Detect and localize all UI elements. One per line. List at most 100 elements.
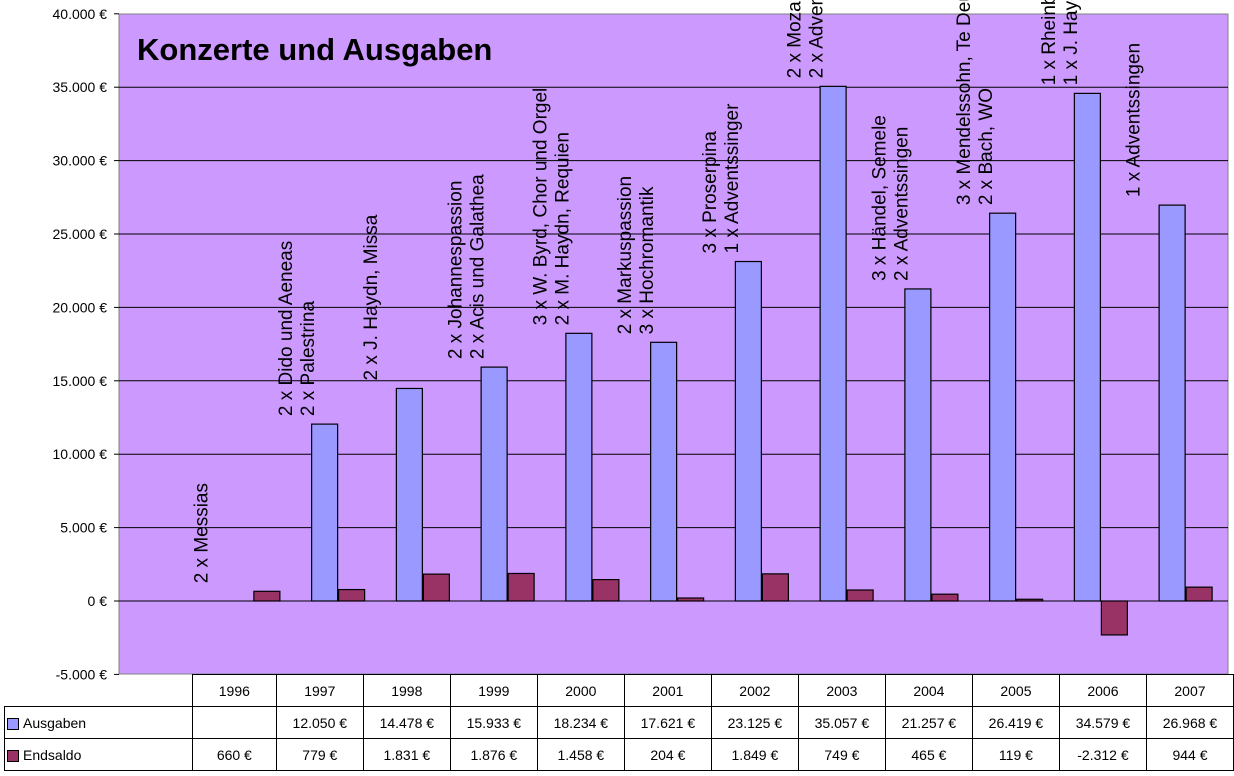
table-year-1997: 1997 <box>275 674 364 707</box>
bar-ausgaben-2005 <box>989 212 1017 602</box>
table-year-2007: 2007 <box>1145 674 1234 707</box>
annotation-2006-1: 1 x J. Haydn, Stabat Mater <box>1061 0 1082 85</box>
annotation-1998-0: 2 x J. Haydn, Missa <box>361 214 382 380</box>
bar-endsaldo-1999 <box>507 572 535 602</box>
table-cell-ausgaben-1999: 15.933 € <box>449 706 538 739</box>
table-year-2000: 2000 <box>536 674 625 707</box>
annotation-1997-0: 2 x Dido und Aeneas <box>276 241 297 416</box>
bar-endsaldo-2002 <box>761 573 789 602</box>
data-table: 1996 1997 1998 1999 2000 2001 2002 2003 2004 2005… <box>4 674 1234 771</box>
table-cell-ausgaben-1996 <box>191 706 277 739</box>
y-tick-label: 5.000 € <box>60 520 107 536</box>
annotation-2002-0: 3 x Proserpina <box>700 131 721 254</box>
ausgaben-legend-key <box>7 717 19 730</box>
bars <box>253 85 1213 636</box>
bar-ausgaben-1998 <box>395 387 423 602</box>
table-year-1996: 1996 <box>191 674 277 707</box>
table-cell-endsaldo-1996: 660 € <box>191 738 277 771</box>
table-cell-ausgaben-2002: 23.125 € <box>710 706 799 739</box>
chart-title: Konzerte und Ausgaben <box>137 32 492 67</box>
annotation-2007-0: 1 x Adventssingen <box>1124 43 1145 197</box>
bar-endsaldo-2001 <box>677 597 705 602</box>
table-cell-ausgaben-1998: 14.478 € <box>362 706 451 739</box>
y-tick-label: 20.000 € <box>53 299 108 315</box>
table-cell-ausgaben-2000: 18.234 € <box>536 706 625 739</box>
table-cell-endsaldo-2000: 1.458 € <box>536 738 625 771</box>
annotation-2001-0: 2 x Markuspassion <box>615 176 636 334</box>
table-cell-endsaldo-2003: 749 € <box>797 738 886 771</box>
bar-ausgaben-2003 <box>819 85 847 602</box>
endsaldo-legend-label: Endsaldo <box>23 746 82 763</box>
annotation-1996-0: 2 x Messias <box>191 483 212 583</box>
table-cell-endsaldo-1999: 1.876 € <box>449 738 538 771</box>
y-tick-label: 40.000 € <box>53 6 108 22</box>
annotation-2003-1: 2 x Adventssingen <box>807 0 828 78</box>
data-table-row-ausgaben: Ausgaben 12.050 €14.478 €15.933 €18.234 … <box>4 706 1234 739</box>
table-cell-ausgaben-2004: 21.257 € <box>884 706 973 739</box>
annotation-2000-0: 3 x W. Byrd, Chor und Orgel <box>530 88 551 326</box>
annotation-2001-1: 3 x Hochromantik <box>637 186 658 334</box>
data-table-corner <box>4 674 193 707</box>
table-cell-ausgaben-1997: 12.050 € <box>275 706 364 739</box>
annotation-2004-0: 3 x Händel, Semele <box>869 115 890 281</box>
bar-ausgaben-1997 <box>311 423 339 602</box>
bar-endsaldo-2000 <box>592 578 620 602</box>
ausgaben-legend-label: Ausgaben <box>23 714 87 731</box>
table-cell-endsaldo-2007: 944 € <box>1145 738 1234 771</box>
table-year-1999: 1999 <box>449 674 538 707</box>
y-tick-label: 35.000 € <box>53 79 108 95</box>
table-cell-ausgaben-2007: 26.968 € <box>1145 706 1234 739</box>
endsaldo-legend-key <box>7 749 19 762</box>
y-axis: -5.000 €0 €5.000 €10.000 €15.000 €20.000… <box>53 6 119 682</box>
annotation-1997-1: 2 x Palestrina <box>298 301 319 417</box>
table-year-2003: 2003 <box>797 674 886 707</box>
bar-endsaldo-2003 <box>846 589 874 602</box>
bar-ausgaben-2007 <box>1158 204 1186 602</box>
bar-endsaldo-2005 <box>1016 598 1044 602</box>
table-cell-ausgaben-2001: 17.621 € <box>623 706 712 739</box>
table-cell-endsaldo-2006: -2.312 € <box>1058 738 1147 771</box>
y-tick-label: 25.000 € <box>53 226 108 242</box>
bar-ausgaben-2004 <box>904 288 932 602</box>
bar-endsaldo-1996 <box>253 590 281 602</box>
annotation-2005-0: 3 x Mendelssohn, Te Deum <box>954 0 975 205</box>
table-year-2006: 2006 <box>1058 674 1147 707</box>
bar-ausgaben-2002 <box>734 260 762 602</box>
table-year-2001: 2001 <box>623 674 712 707</box>
bar-endsaldo-1997 <box>338 588 366 602</box>
annotation-2002-1: 1 x Adventssinger <box>722 103 743 254</box>
bar-ausgaben-1999 <box>480 366 508 602</box>
table-cell-ausgaben-2005: 26.419 € <box>971 706 1060 739</box>
table-cell-endsaldo-2002: 1.849 € <box>710 738 799 771</box>
table-cell-endsaldo-1998: 1.831 € <box>362 738 451 771</box>
annotation-2003-0: 2 x Mozart, Litaneien <box>785 0 806 78</box>
bar-ausgaben-2000 <box>565 332 593 602</box>
bar-endsaldo-1998 <box>422 573 450 602</box>
bar-ausgaben-2001 <box>650 341 678 602</box>
bar-endsaldo-2006 <box>1100 600 1128 636</box>
annotations: 2 x Messias 2 x Dido und Aeneas 2 x Palest… <box>191 0 1144 583</box>
table-cell-ausgaben-2003: 35.057 € <box>797 706 886 739</box>
annotation-2000-1: 2 x M. Haydn, Requien <box>552 132 573 325</box>
bar-endsaldo-2004 <box>931 593 959 602</box>
table-cell-endsaldo-2005: 119 € <box>971 738 1060 771</box>
table-year-1998: 1998 <box>362 674 451 707</box>
table-cell-endsaldo-2001: 204 € <box>623 738 712 771</box>
annotation-2004-1: 2 x Adventssingen <box>891 127 912 281</box>
legend-entry-ausgaben: Ausgaben <box>4 706 193 739</box>
table-cell-endsaldo-1997: 779 € <box>275 738 364 771</box>
y-tick-label: 10.000 € <box>53 446 108 462</box>
annotation-2005-1: 2 x Bach, WO <box>976 88 997 205</box>
annotation-1999-0: 2 x Johannespassion <box>446 181 467 360</box>
data-table-row-endsaldo: Endsaldo 660 €779 €1.831 €1.876 €1.458 €… <box>4 738 1234 771</box>
y-tick-label: 15.000 € <box>53 373 108 389</box>
y-tick-label: 0 € <box>88 593 108 609</box>
table-cell-endsaldo-2004: 465 € <box>884 738 973 771</box>
y-tick-label: 30.000 € <box>53 153 108 169</box>
bar-endsaldo-2007 <box>1185 586 1213 602</box>
annotation-1999-1: 2 x Acis und Galathea <box>468 174 489 359</box>
table-year-2004: 2004 <box>884 674 973 707</box>
table-year-2005: 2005 <box>971 674 1060 707</box>
annotation-2006-0: 1 x Rheinberger <box>1039 0 1060 85</box>
